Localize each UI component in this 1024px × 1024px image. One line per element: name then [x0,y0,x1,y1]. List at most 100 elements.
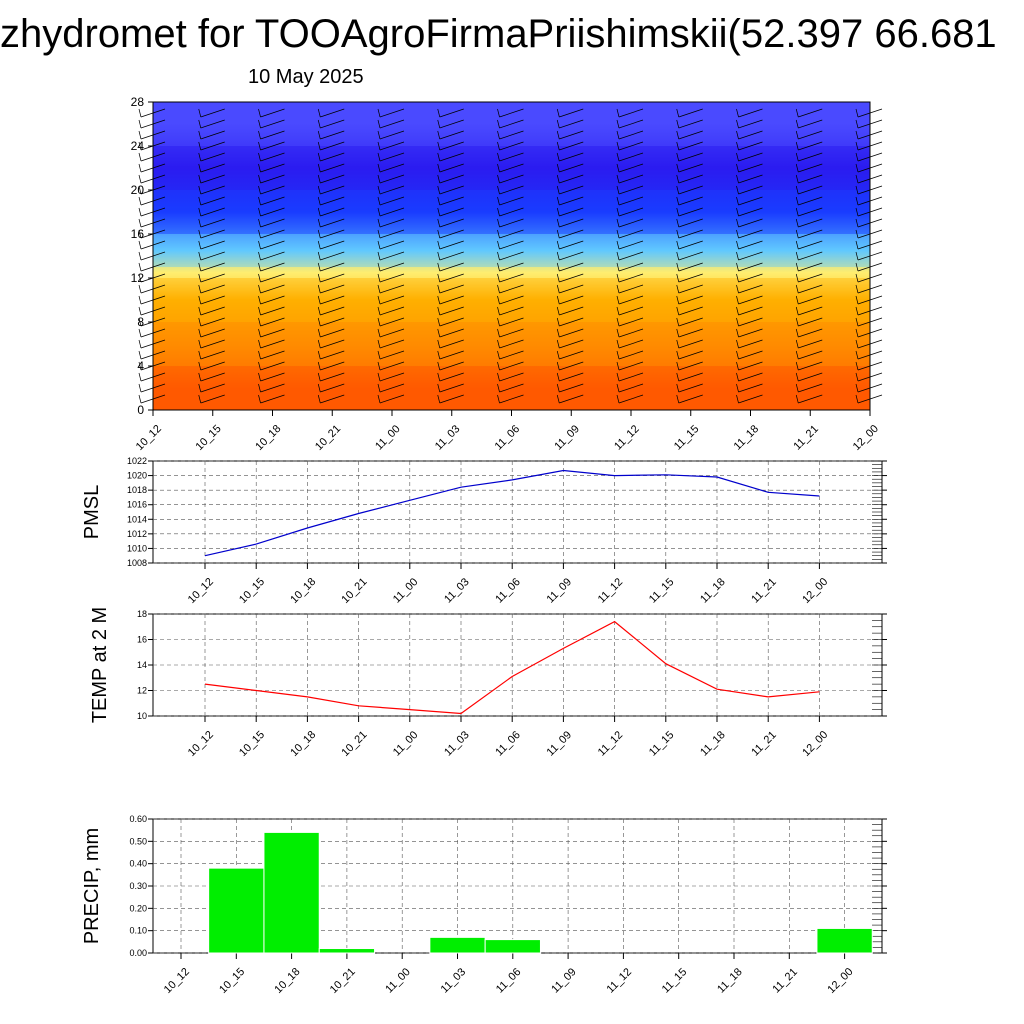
wind-barb [499,130,524,140]
wind-barb [260,108,285,118]
wind-barb-flag [138,207,142,217]
wind-barb [320,306,345,316]
wind-barb-flag [676,306,680,316]
wind-barb-flag [736,317,739,327]
wind-barb-flag [736,218,739,228]
wind-barb [499,251,524,261]
wind-barb-flag [795,163,799,173]
wind-barb-flag [258,130,261,140]
wind-barb-flag [138,383,142,393]
wind-barb [260,174,285,184]
wind-barb-flag [198,207,202,217]
wind-barb [379,361,405,371]
wind-barb [798,328,823,338]
wind-barb-flag [556,339,560,349]
wind-barb-flag [198,185,202,195]
wind-barb [499,339,524,349]
wind-barb [678,130,703,140]
wind-barb-flag [676,119,680,129]
wind-barb-flag [795,295,799,305]
wind-barb-flag [676,251,680,261]
wind-barb [499,295,524,305]
wind-barb [439,339,464,349]
y-tick-label: 8 [137,315,144,329]
wind-barb-flag [795,130,799,140]
wind-barb [559,317,584,327]
wind-barb-flag [855,328,859,338]
wind-barb-flag [317,108,321,118]
wind-barb-flag [676,207,680,217]
x-tick-label: 10_15 [237,576,267,606]
wind-barb [499,350,524,360]
wind-barb-flag [795,119,799,129]
wind-barb-flag [497,207,500,217]
y-tick-label: 1012 [127,529,147,539]
y-tick-label: 1010 [127,543,147,553]
y-tick-label: 16 [137,635,147,645]
wind-barb-flag [258,339,261,349]
x-tick-label: 11_06 [493,729,523,759]
wind-barb-flag [317,372,321,382]
wind-barb [260,328,285,338]
wind-barb [618,185,644,195]
wind-barb-flag [497,119,500,129]
wind-barb [678,141,703,151]
wind-barb [499,240,524,250]
wind-barb-flag [258,295,261,305]
y-tick-label: 1022 [127,456,147,466]
wind-barb [798,163,823,173]
wind-barb [559,306,584,316]
wind-barb-flag [676,295,680,305]
wind-barb-flag [676,229,680,239]
wind-barb-flag [437,119,441,129]
wind-barb [738,185,763,195]
wind-barb [379,339,405,349]
wind-barb-flag [795,152,799,162]
wind-barb [618,141,644,151]
wind-barb-flag [736,262,739,272]
wind-barb [320,196,345,206]
wind-barb [618,108,644,118]
wind-barb [379,273,405,283]
wind-barb [798,273,823,283]
wind-barb-flag [437,350,441,360]
wind-barb-flag [795,372,799,382]
wind-barb [678,328,703,338]
wind-barb-flag [795,207,799,217]
wind-barb [618,218,644,228]
wind-barb [200,174,225,184]
wind-barb-flag [795,339,799,349]
wind-barb-flag [497,174,500,184]
x-tick-label: 11_21 [749,576,779,606]
precip-bar [318,948,376,954]
wind-barb [200,372,225,382]
wind-barb [738,262,763,272]
pmsl-line [204,469,820,557]
wind-barb [738,229,763,239]
wind-barb [439,273,464,283]
x-tick-label: 10_18 [288,729,318,759]
wind-barb [320,207,345,217]
wind-barb [559,130,584,140]
wind-barb-flag [795,240,799,250]
wind-barb [499,108,524,118]
wind-barb-flag [317,328,321,338]
wind-barb [260,372,285,382]
wind-barb [499,152,524,162]
wind-barb-flag [258,328,261,338]
wind-barb-flag [795,218,799,228]
wind-barb [678,284,703,294]
wind-barb-flag [258,350,261,360]
plot-frame [152,460,883,564]
wind-barb-flag [437,163,441,173]
wind-barb-flag [676,262,680,272]
wind-barb [738,240,763,250]
wind-barb-flag [198,218,202,228]
wind-barb [618,251,644,261]
wind-barb-flag [258,383,261,393]
wind-barb [200,339,225,349]
wind-barb-flag [497,262,500,272]
wind-barb [798,284,823,294]
wind-barb-flag [497,339,500,349]
wind-barb-flag [377,328,381,338]
